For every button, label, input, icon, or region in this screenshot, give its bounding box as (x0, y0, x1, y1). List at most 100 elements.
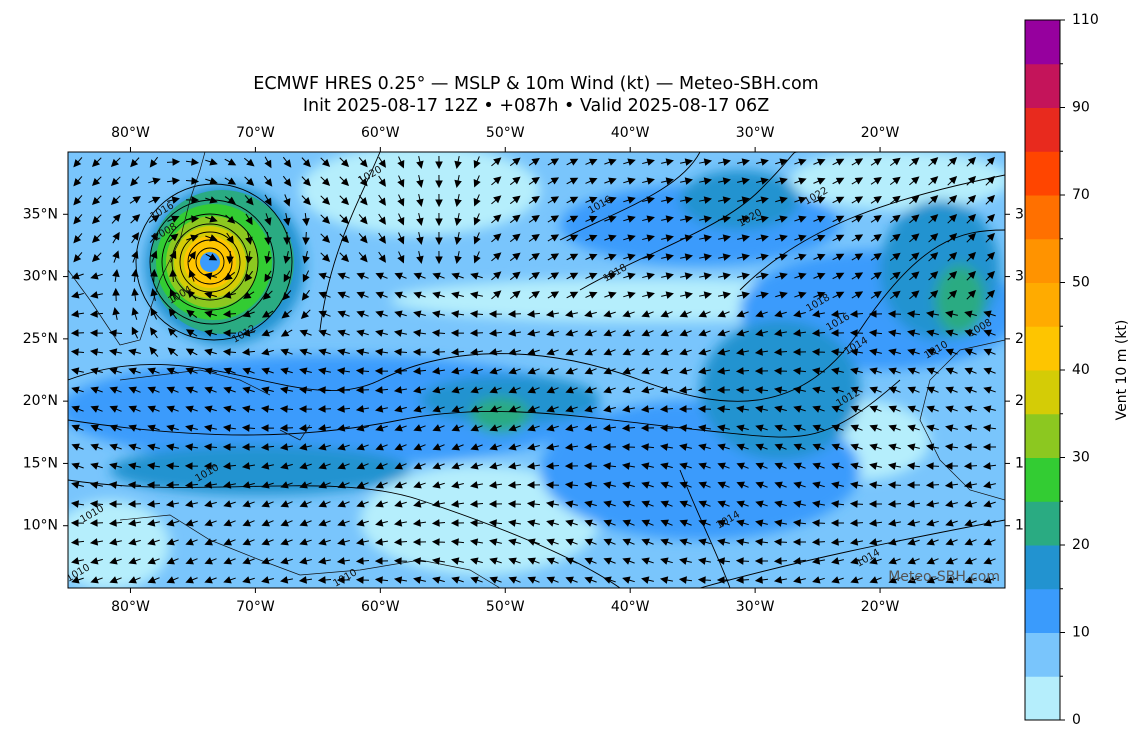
wind-arrow (792, 538, 807, 546)
wind-arrow (301, 195, 311, 206)
wind-arrow (679, 367, 692, 375)
wind-arrow (660, 576, 673, 584)
wind-arrow (699, 291, 712, 299)
wind-arrow (70, 310, 85, 318)
wind-arrow (204, 272, 217, 280)
y-tick-label: 35°N (23, 206, 58, 222)
wind-arrow (642, 234, 655, 242)
wind-arrow (413, 405, 426, 413)
wind-arrow (70, 519, 85, 527)
wind-arrow (166, 386, 179, 394)
wind-arrow (794, 158, 807, 166)
wind-arrow (699, 196, 712, 204)
wind-arrow (148, 177, 161, 185)
wind-arrow (585, 215, 598, 223)
wind-arrow (298, 424, 313, 432)
wind-arrow (583, 462, 598, 470)
wind-arrow (812, 424, 825, 432)
wind-arrow (491, 252, 502, 262)
wind-arrow (832, 253, 845, 261)
wind-arrow (622, 500, 635, 508)
wind-arrow (528, 176, 540, 185)
wind-arrow (244, 270, 254, 282)
wind-arrow (831, 557, 844, 565)
wind-arrow (849, 310, 864, 318)
wind-arrow (528, 290, 540, 299)
wind-arrow (660, 519, 673, 527)
wind-arrow (375, 291, 388, 299)
wind-arrow (264, 213, 272, 226)
wind-arrow (166, 557, 179, 565)
wind-arrow (454, 175, 462, 188)
wind-arrow (508, 462, 521, 470)
wind-arrow (870, 291, 882, 299)
wind-arrow (432, 481, 445, 489)
wind-arrow (451, 462, 464, 470)
wind-arrow (108, 329, 123, 337)
wind-arrow (830, 329, 845, 337)
wind-arrow (245, 232, 253, 245)
wind-arrow (204, 291, 217, 299)
wind-arrow (320, 214, 331, 224)
wind-arrow (473, 175, 481, 188)
wind-arrow (432, 443, 445, 451)
wind-arrow (393, 386, 408, 394)
wind-arrow (907, 519, 920, 527)
wind-arrow (435, 193, 443, 208)
wind-arrow (602, 424, 617, 432)
wind-arrow (623, 196, 636, 204)
wind-arrow (261, 310, 274, 318)
wind-arrow (623, 234, 636, 242)
wind-arrow (187, 289, 197, 300)
wind-arrow (985, 289, 995, 300)
colorbar-band (1025, 457, 1060, 502)
wind-arrow (109, 405, 122, 413)
wind-arrow (928, 176, 939, 186)
wind-arrow (71, 576, 84, 584)
wind-arrow (717, 462, 730, 470)
wind-arrow (926, 329, 939, 337)
wind-arrow (318, 519, 331, 527)
wind-arrow (680, 215, 693, 223)
wind-arrow (678, 424, 693, 432)
wind-arrow (71, 367, 84, 375)
wind-arrow (320, 176, 331, 186)
wind-arrow (146, 481, 161, 489)
wind-arrow (223, 405, 236, 413)
wind-arrow (832, 215, 845, 223)
wind-arrow (279, 405, 294, 413)
wind-arrow (242, 557, 255, 565)
wind-arrow (926, 443, 939, 451)
wind-arrow (717, 481, 730, 489)
wind-arrow (889, 195, 901, 205)
wind-arrow (813, 158, 826, 166)
wind-arrow (947, 233, 958, 243)
wind-arrow (356, 291, 369, 299)
wind-arrow (70, 348, 85, 356)
wind-arrow (621, 424, 636, 432)
wind-arrow (491, 176, 502, 186)
wind-arrow (889, 214, 901, 224)
wind-arrow (527, 348, 540, 356)
wind-arrow (660, 386, 673, 394)
wind-arrow (966, 270, 976, 281)
wind-arrow (416, 251, 424, 264)
wind-arrow (150, 268, 158, 283)
wind-arrow (849, 329, 864, 337)
wind-arrow (680, 158, 693, 166)
wind-arrow (337, 272, 350, 280)
wind-arrow (358, 214, 368, 225)
wind-arrow (641, 310, 654, 318)
wind-arrow (966, 232, 976, 243)
colorbar-band (1025, 107, 1060, 152)
wind-arrow (678, 405, 693, 413)
wind-arrow (754, 576, 769, 584)
wind-arrow (73, 214, 83, 225)
x-tick-label: 20°W (861, 125, 900, 141)
wind-arrow (356, 462, 369, 470)
y-tick-label: 10°N (23, 518, 58, 534)
wind-arrow (909, 290, 920, 300)
wind-arrow (489, 557, 502, 565)
wind-arrow (737, 291, 750, 299)
wind-arrow (260, 424, 275, 432)
